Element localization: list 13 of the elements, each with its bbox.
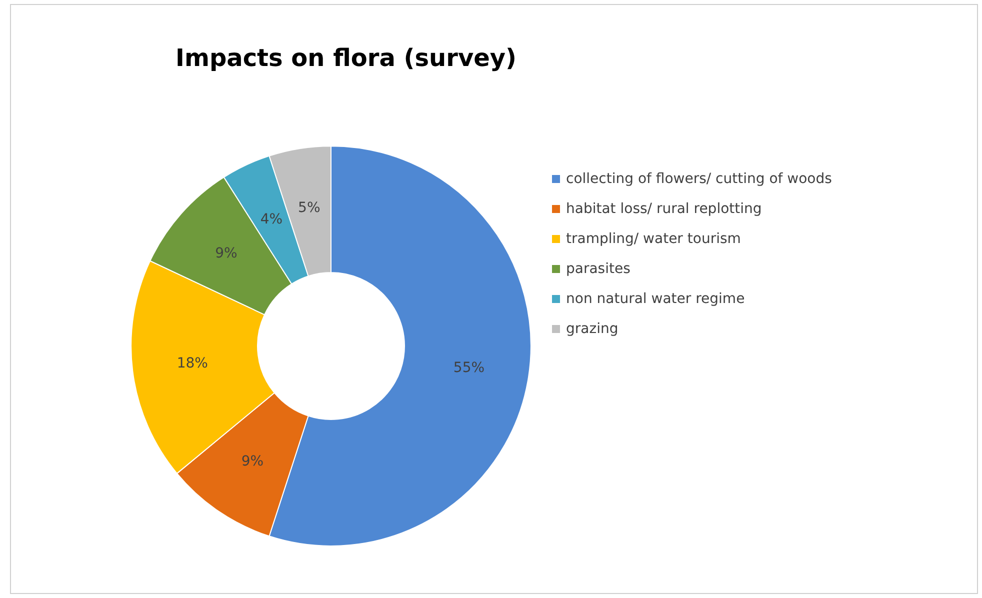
legend-label: grazing (566, 321, 618, 337)
data-label: 55% (453, 360, 485, 376)
chart-title: Impacts on flora (survey) (176, 44, 516, 72)
legend-label: collecting of flowers/ cutting of woods (566, 171, 832, 187)
data-label: 4% (260, 212, 283, 228)
data-label: 9% (215, 246, 238, 262)
legend-label: non natural water regime (566, 291, 745, 307)
data-label: 18% (176, 356, 208, 372)
legend-label: habitat loss/ rural replotting (566, 201, 762, 217)
data-label: 5% (298, 200, 320, 216)
legend-label: trampling/ water tourism (566, 231, 741, 247)
data-label: 9% (241, 454, 264, 470)
legend-label: parasites (566, 261, 630, 277)
